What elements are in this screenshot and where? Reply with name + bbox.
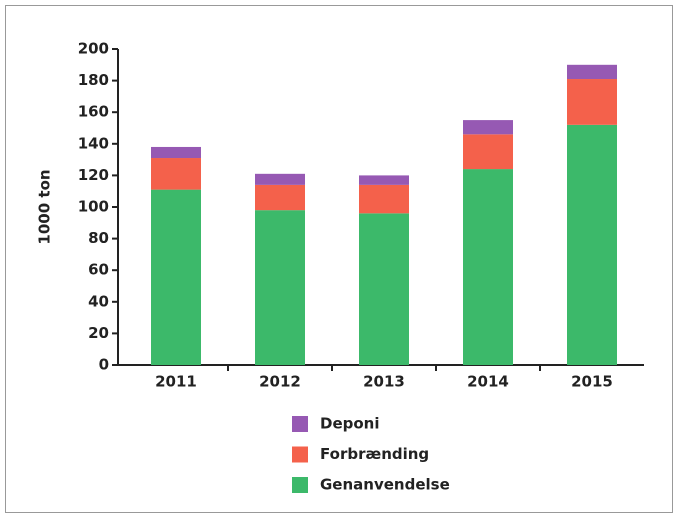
y-tick-label: 80 (88, 229, 109, 247)
x-tick-label: 2015 (571, 373, 613, 391)
bar-segment (151, 189, 201, 365)
frame (5, 5, 673, 513)
bar-segment (359, 184, 409, 214)
legend-label: Forbrænding (320, 445, 429, 463)
legend-swatch (292, 477, 308, 493)
y-tick-label: 100 (78, 198, 109, 216)
y-tick-label: 200 (78, 40, 109, 58)
bar-segment (463, 169, 513, 365)
bar-segment (567, 64, 617, 80)
bar-segment (567, 124, 617, 365)
bar-segment (463, 120, 513, 135)
y-tick-label: 120 (78, 166, 109, 184)
y-tick-label: 140 (78, 134, 109, 152)
x-tick-label: 2012 (259, 373, 301, 391)
bar-segment (255, 173, 305, 185)
bar-segment (255, 184, 305, 211)
y-tick-label: 60 (88, 261, 109, 279)
x-tick-label: 2013 (363, 373, 405, 391)
legend-label: Genanvendelse (320, 476, 450, 494)
y-tick-label: 180 (78, 71, 109, 89)
legend-swatch (292, 416, 308, 432)
bar-segment (151, 158, 201, 190)
y-tick-label: 20 (88, 324, 109, 342)
y-axis-title: 1000 ton (36, 169, 54, 244)
bar-segment (359, 213, 409, 365)
legend-swatch (292, 446, 308, 463)
x-tick-label: 2014 (467, 373, 509, 391)
bar-segment (255, 210, 305, 365)
bar-segment (359, 175, 409, 185)
y-tick-label: 40 (88, 292, 109, 310)
y-tick-label: 0 (99, 356, 109, 374)
bar-segment (463, 134, 513, 170)
y-tick-label: 160 (78, 103, 109, 121)
bar-segment (151, 146, 201, 159)
legend-label: Deponi (320, 415, 380, 433)
bar-segment (567, 79, 617, 125)
x-tick-label: 2011 (155, 373, 197, 391)
